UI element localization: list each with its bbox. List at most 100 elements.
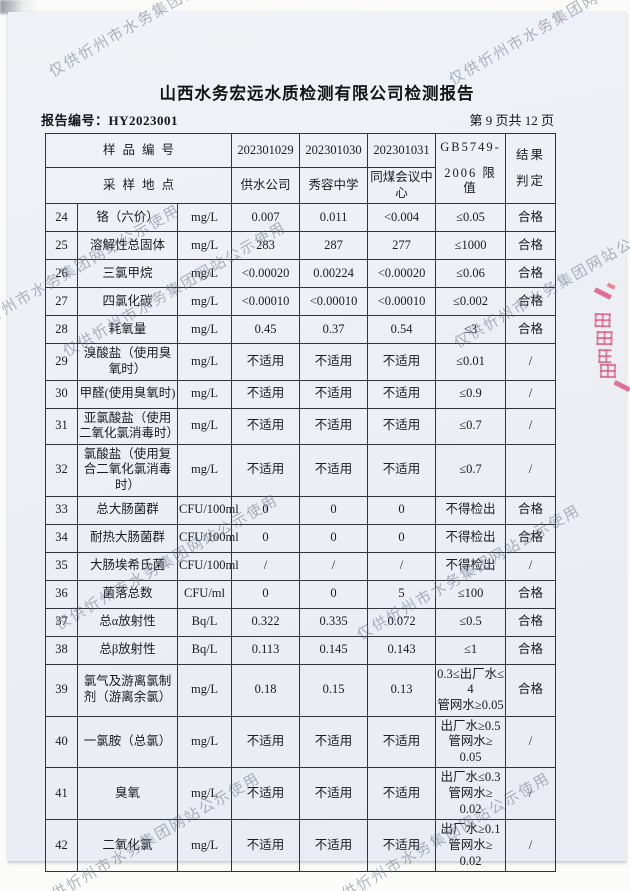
standard-limit: 出厂水≥0.5 管网水≥ 0.05: [435, 715, 507, 769]
row-number: 24: [45, 203, 78, 233]
item-unit: mg/L: [176, 407, 233, 445]
table-row: 27 四氯化碳 mg/L <0.00010 <0.00010 <0.00010 ≤0.002…: [45, 287, 557, 317]
value-sample-1: 不适用: [231, 767, 301, 821]
value-sample-3: 0: [367, 495, 437, 525]
item-name: 甲醛(使用臭氧时): [77, 379, 178, 409]
row-number: 28: [45, 315, 78, 345]
value-sample-1: 不适用: [231, 379, 301, 409]
row-number: 41: [45, 767, 78, 821]
standard-limit: ≤0.7: [435, 407, 507, 445]
item-unit: CFU/100ml: [176, 523, 239, 553]
result-judgement: /: [505, 715, 557, 769]
item-name: 大肠埃希氏菌: [77, 551, 178, 581]
item-unit: Bq/L: [176, 607, 233, 637]
seal-stroke-icon: [593, 287, 612, 300]
result-judgement: /: [505, 551, 557, 581]
result-judgement: 合格: [505, 203, 557, 233]
value-sample-2: /: [299, 551, 369, 581]
value-sample-3: 不适用: [367, 715, 437, 769]
result-judgement: 合格: [505, 315, 557, 345]
value-sample-3: /: [367, 551, 437, 581]
value-sample-1: 0: [231, 579, 301, 609]
item-unit: mg/L: [176, 379, 233, 409]
table-row: 31 亚氯酸盐（使用二氧化氯消毒时） mg/L 不适用 不适用 不适用 ≤0.7/: [45, 407, 557, 445]
row-number: 31: [45, 407, 78, 445]
standard-limit: ≤0.06: [435, 259, 507, 289]
value-sample-2: 0.011: [299, 203, 369, 233]
page-title: 山西水务宏远水质检测有限公司检测报告: [159, 84, 475, 103]
value-sample-2: 不适用: [299, 343, 369, 381]
row-number: 40: [45, 715, 78, 769]
table-row: 24 铬（六价） mg/L 0.007 0.011 <0.004 ≤0.05 合格: [45, 203, 557, 233]
standard-limit: ≤0.01: [435, 343, 507, 381]
results-body: 24 铬（六价） mg/L 0.007 0.011 <0.004 ≤0.05 合格 25 溶解性总…: [45, 203, 557, 873]
location-1: 供水公司: [231, 166, 301, 205]
value-sample-1: 不适用: [231, 443, 301, 497]
value-sample-3: 0.072: [367, 607, 437, 637]
value-sample-1: <0.00020: [231, 259, 301, 289]
value-sample-3: 不适用: [367, 343, 437, 381]
table-row: 40 一氯胺（总氯） mg/L 不适用 不适用 不适用 出厂水≥0.5 管网水≥ 0.05/: [45, 715, 557, 769]
value-sample-2: 0.145: [299, 635, 369, 665]
standard-limit: 不得检出: [435, 551, 507, 581]
table-row: 42 二氧化氯 mg/L 不适用 不适用 不适用 出厂水≥0.1 管网水≥ 0.02/: [45, 819, 557, 873]
value-sample-1: 0.007: [231, 203, 301, 233]
value-sample-1: 不适用: [231, 819, 301, 873]
result-judgement: 合格: [505, 663, 557, 717]
item-unit: mg/L: [176, 203, 233, 233]
value-sample-1: 0.113: [231, 635, 301, 665]
row-number: 42: [45, 819, 78, 873]
item-name: 溶解性总固体: [77, 231, 178, 261]
table-row: 32 氯酸盐（使用复合二氧化氯消毒时） mg/L 不适用 不适用 不适用 ≤0.7/: [45, 443, 557, 497]
item-unit: mg/L: [176, 343, 233, 381]
value-sample-1: 0.18: [231, 663, 301, 717]
row-number: 37: [45, 607, 78, 637]
item-unit: Bq/L: [176, 635, 233, 665]
table-row: 29 溴酸盐（使用臭氧时） mg/L 不适用 不适用 不适用 ≤0.01/: [45, 343, 557, 381]
result-judgement: 合格: [505, 523, 557, 553]
row-number: 39: [45, 663, 78, 717]
table-row: 37 总α放射性 Bq/L 0.322 0.335 0.072 ≤0.5 合格: [45, 607, 557, 637]
seal-stroke-icon: [606, 282, 616, 290]
value-sample-3: 0.13: [367, 663, 437, 717]
value-sample-3: 不适用: [367, 819, 437, 873]
result-judgement: /: [505, 767, 557, 821]
item-name: 总大肠菌群: [77, 495, 178, 525]
value-sample-3: <0.00010: [367, 287, 437, 317]
paper: 山西水务宏远水质检测有限公司检测报告 报告编号：HY2023001 第 9 页共…: [8, 12, 630, 873]
value-sample-1: 283: [231, 231, 301, 261]
standard-limit: 不得检出: [435, 495, 507, 525]
value-sample-2: 0.37: [299, 315, 369, 345]
item-name: 总β放射性: [77, 635, 178, 665]
item-name: 耗氧量: [77, 315, 178, 345]
result-judgement: 合格: [505, 635, 557, 665]
standard-limit: ≤3: [435, 315, 507, 345]
value-sample-1: 不适用: [231, 407, 301, 445]
standard-limit: ≤1000: [435, 231, 507, 261]
item-name: 一氯胺（总氯）: [77, 715, 178, 769]
sample-id-label: 样品编号: [44, 133, 233, 168]
value-sample-2: 不适用: [299, 443, 369, 497]
standard-limit-line1: GB5749-: [440, 140, 501, 155]
value-sample-1: 0.45: [231, 315, 301, 345]
value-sample-2: 不适用: [299, 767, 369, 821]
sample-id-1: 202301029: [231, 133, 301, 168]
seal-glyph-mark: [599, 363, 617, 379]
item-name: 三氯甲烷: [77, 259, 178, 289]
value-sample-2: <0.00010: [299, 287, 369, 317]
report-number: 报告编号：HY2023001: [41, 113, 179, 128]
table-row: 41 臭氧 mg/L 不适用 不适用 不适用 出厂水≤0.3 管网水≥ 0.02/: [45, 767, 557, 821]
sample-id-3: 202301031: [367, 133, 437, 168]
item-name: 铬（六价）: [77, 203, 178, 233]
item-name: 氯气及游离氯制剂（游离余氯）: [77, 663, 178, 717]
item-name: 二氧化氯: [77, 819, 178, 873]
item-name: 氯酸盐（使用复合二氧化氯消毒时）: [77, 443, 178, 497]
result-judgement: /: [505, 443, 557, 497]
value-sample-2: 不适用: [299, 379, 369, 409]
item-name: 溴酸盐（使用臭氧时）: [77, 343, 178, 381]
result-judgement: /: [505, 379, 557, 409]
standard-limit: ≤100: [435, 579, 507, 609]
item-unit: mg/L: [176, 767, 233, 821]
table-row: 36 菌落总数 CFU/ml 0 0 5 ≤100 合格: [45, 579, 557, 609]
table-row: 35 大肠埃希氏菌 CFU/100ml / / / 不得检出 /: [45, 551, 557, 581]
